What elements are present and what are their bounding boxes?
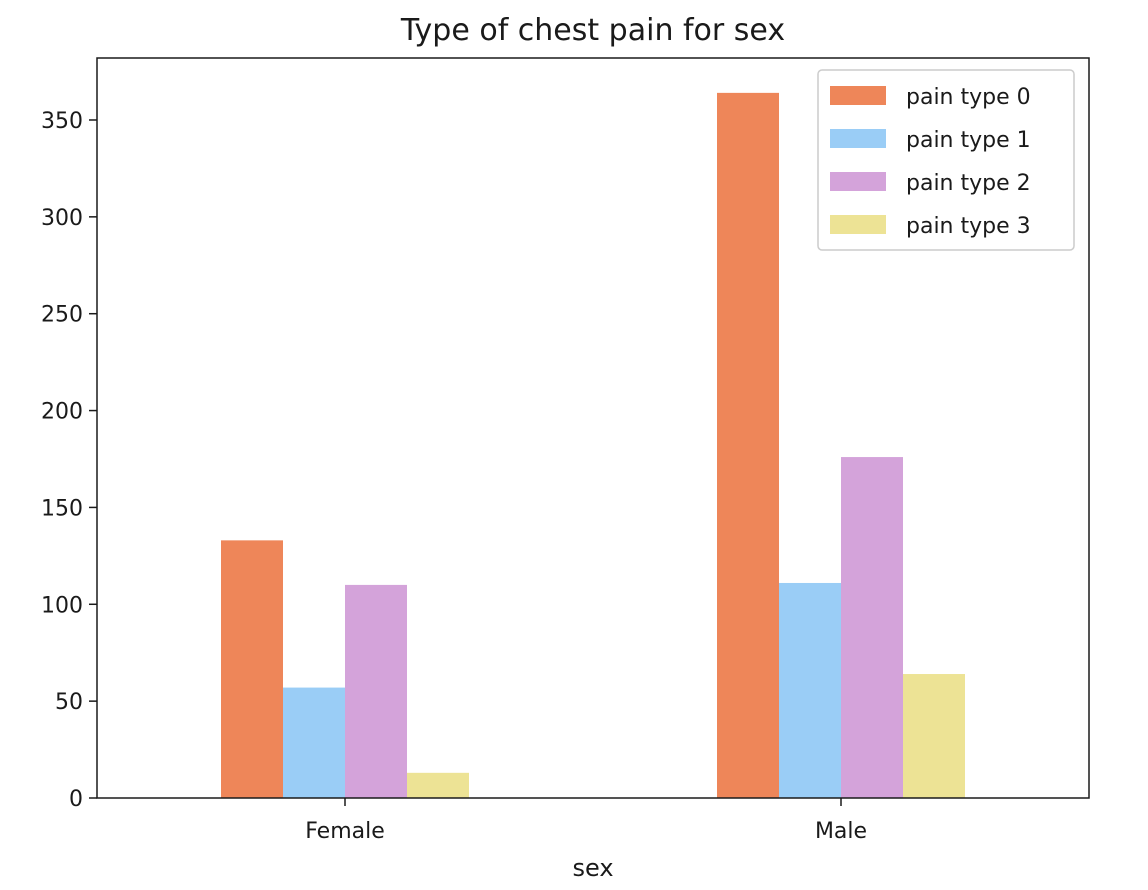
y-tick-label: 50 — [55, 690, 83, 715]
bar-pain-type-3-female — [407, 772, 469, 798]
bar-pain-type-1-male — [779, 582, 841, 798]
bar-pain-type-2-female — [345, 584, 407, 798]
bar-pain-type-2-male — [841, 457, 903, 798]
y-tick-label: 350 — [41, 109, 83, 134]
bar-pain-type-0-female — [221, 540, 283, 798]
legend-swatch — [830, 86, 886, 105]
plot-frame — [96, 57, 1090, 799]
legend-label: pain type 3 — [906, 214, 1031, 239]
bar-pain-type-0-male — [717, 92, 779, 798]
y-tick-label: 150 — [41, 496, 83, 521]
x-tick-label: Male — [815, 819, 867, 844]
legend-box — [817, 69, 1075, 251]
chart-title: Type of chest pain for sex — [400, 13, 785, 48]
legend-label: pain type 2 — [906, 171, 1031, 196]
legend-swatch — [830, 215, 886, 234]
bar-pain-type-3-male — [903, 674, 965, 798]
y-tick-label: 250 — [41, 303, 83, 328]
legend-label: pain type 0 — [906, 85, 1031, 110]
bars-layer — [221, 92, 965, 798]
y-tick-label: 300 — [41, 206, 83, 231]
ticks-layer: 0 50 100 150 200 250 300 350 Female Male — [41, 109, 867, 844]
legend-swatch — [830, 172, 886, 191]
legend-label: pain type 1 — [906, 128, 1031, 153]
x-axis-label: sex — [572, 854, 613, 882]
y-tick-label: 200 — [41, 400, 83, 425]
y-tick-label: 0 — [69, 787, 83, 812]
x-tick-label: Female — [305, 819, 385, 844]
bar-pain-type-1-female — [283, 687, 345, 798]
legend-swatch — [830, 129, 886, 148]
y-tick-label: 100 — [41, 593, 83, 618]
legend: pain type 0 pain type 1 pain type 2 pain ty… — [817, 69, 1075, 251]
